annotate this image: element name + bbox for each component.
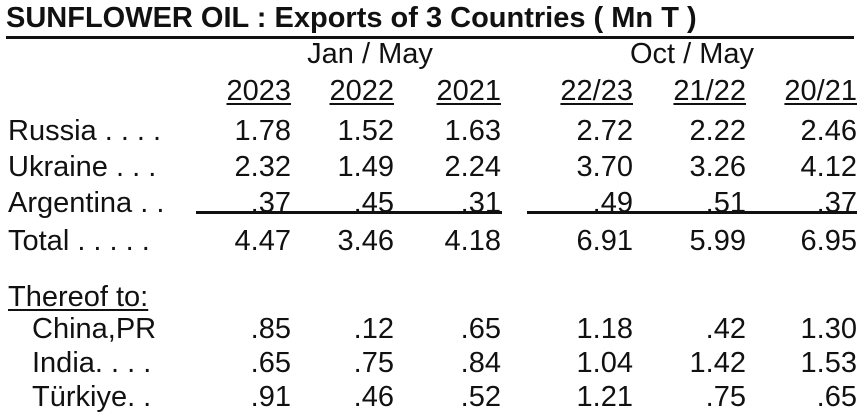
table-cell: .37 [816,187,857,219]
table-cell: .45 [353,187,394,219]
table-cell: 1.78 [234,115,291,147]
table-cell: 1.21 [576,381,633,413]
subtotal-rule-jan-may [196,211,502,214]
column-header: 2023 [226,75,291,107]
table-cell: .31 [460,187,501,219]
subtotal-rule-oct-may [527,211,857,214]
table-cell: .46 [353,381,394,413]
title-underline [6,36,854,39]
column-header: 22/23 [560,75,633,107]
table-cell: 1.18 [576,313,633,345]
page-title: SUNFLOWER OIL : Exports of 3 Countries (… [6,2,697,34]
column-header: 2022 [329,75,394,107]
table-cell: .75 [353,347,394,379]
table-cell: 1.63 [444,115,501,147]
destination-label: Türkiye. . [32,381,152,413]
table-cell: 2.22 [689,115,746,147]
table-cell: 4.12 [800,151,857,183]
table-cell: 4.47 [234,225,291,257]
table-cell: 2.32 [234,151,291,183]
column-header: 20/21 [784,75,857,107]
table-cell: 6.95 [800,225,857,257]
table-cell: .42 [705,313,746,345]
destination-label: India. . . . [32,347,152,379]
table-cell: .84 [460,347,501,379]
column-header: 21/22 [673,75,746,107]
table-cell: 1.42 [689,347,746,379]
table-cell: .65 [250,347,291,379]
column-header: 2021 [436,75,501,107]
table-cell: 3.46 [337,225,394,257]
table-cell: 3.70 [576,151,633,183]
table-cell: .49 [592,187,633,219]
table-cell: 1.49 [337,151,394,183]
table-cell: .52 [460,381,501,413]
thereof-label: Thereof to: [8,281,149,313]
table-cell: 1.30 [800,313,857,345]
table-cell: 1.53 [800,347,857,379]
table-cell: .12 [353,313,394,345]
row-label: Russia . . . . [8,115,162,147]
destination-label: China,PR [32,313,157,345]
table-cell: .37 [250,187,291,219]
row-label: Argentina . . [8,187,165,219]
table-cell: 5.99 [689,225,746,257]
table-cell: 2.46 [800,115,857,147]
table-cell: .65 [816,381,857,413]
row-label: Ukraine . . . [8,151,157,183]
table-cell: 1.04 [576,347,633,379]
group-header-oct-may: Oct / May [629,38,755,70]
table-cell: .75 [705,381,746,413]
group-header-jan-may: Jan / May [307,38,433,70]
row-label: Total . . . . . [8,225,150,257]
table-cell: .51 [705,187,746,219]
table-cell: .65 [460,313,501,345]
table-cell: 6.91 [576,225,633,257]
table-cell: 2.24 [444,151,501,183]
table-cell: 1.52 [337,115,394,147]
table-cell: 3.26 [689,151,746,183]
table-cell: 4.18 [444,225,501,257]
table-cell: 2.72 [576,115,633,147]
table-cell: .85 [250,313,291,345]
table-cell: .91 [250,381,291,413]
